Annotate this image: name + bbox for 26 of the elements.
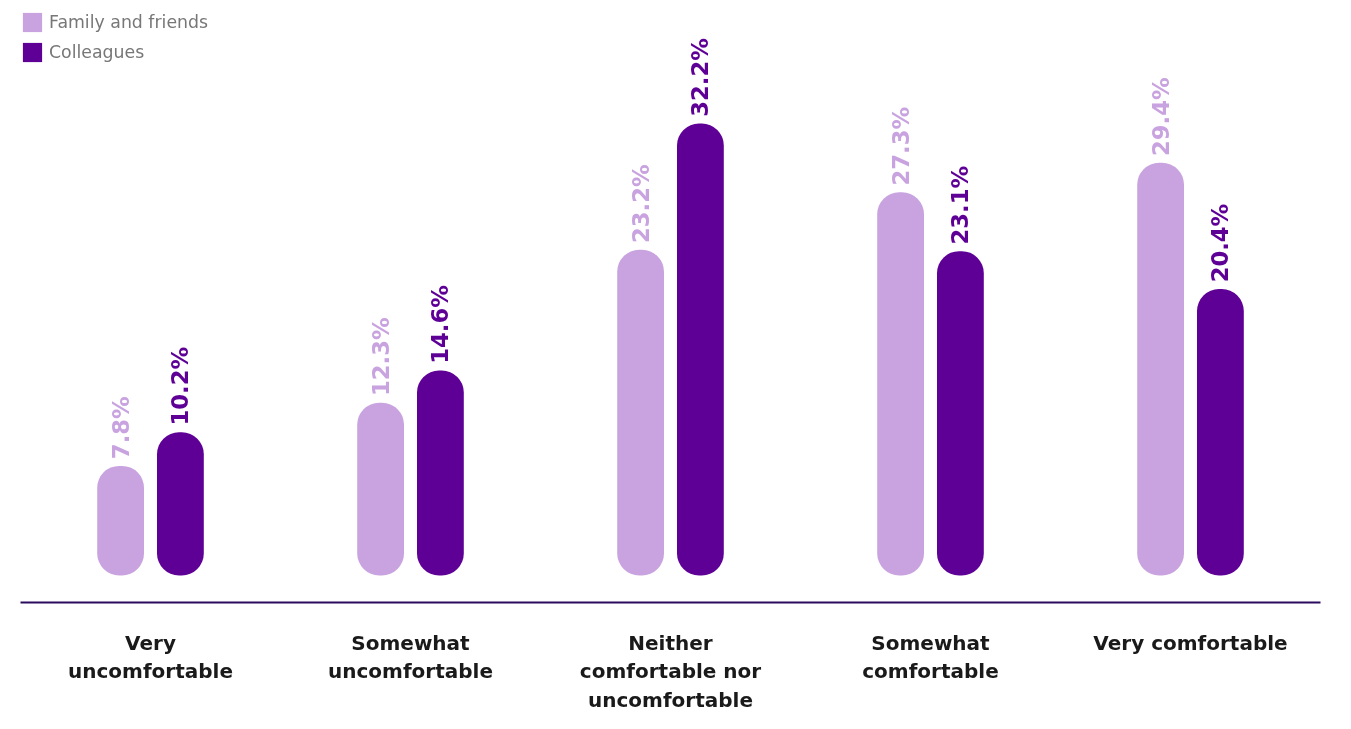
data-label: 23.2% — [627, 164, 654, 244]
data-label: 29.4% — [1147, 77, 1174, 156]
x-tick-label: Neither comfortable nor uncomfortable — [579, 630, 762, 713]
data-label: 10.2% — [167, 346, 194, 426]
bar — [1197, 289, 1244, 576]
data-label: 12.3% — [367, 317, 394, 396]
legend-label: Family and friends — [49, 12, 209, 32]
bar — [937, 251, 984, 576]
bar — [677, 123, 724, 576]
data-label: 32.2% — [687, 38, 714, 117]
data-label: 14.6% — [427, 285, 454, 364]
legend-label: Colleagues — [49, 42, 145, 62]
bar — [617, 249, 664, 576]
x-tick-label: Somewhat uncomfortable — [328, 630, 494, 684]
bar — [417, 370, 464, 576]
data-label: 7.8% — [107, 396, 134, 460]
x-tick-label: Very uncomfortable — [68, 630, 234, 684]
data-label: 20.4% — [1207, 203, 1234, 283]
bar — [1137, 162, 1184, 576]
data-label: 23.1% — [947, 165, 974, 245]
bar — [357, 402, 404, 576]
bar — [877, 192, 924, 576]
bar — [157, 432, 204, 576]
x-tick-label: Very comfortable — [1093, 630, 1288, 655]
data-label: 27.3% — [887, 106, 914, 186]
x-tick-label: Somewhat comfortable — [862, 630, 999, 684]
